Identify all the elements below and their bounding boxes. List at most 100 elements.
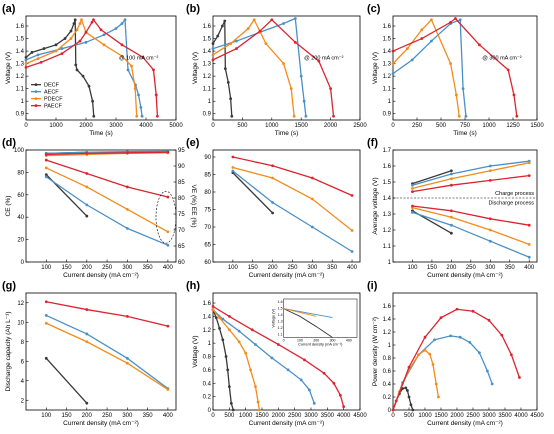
y-tick-label: 1.5 — [16, 37, 25, 43]
data-point — [231, 169, 235, 173]
series-line-aecf — [46, 314, 169, 390]
data-point — [211, 58, 215, 62]
y-axis-label: Power density (W cm⁻²) — [372, 317, 379, 386]
data-point — [527, 161, 531, 165]
panel-label: (i) — [367, 280, 378, 292]
y-tick-label: 0.2 — [383, 395, 392, 401]
data-point — [85, 185, 89, 189]
data-point — [54, 43, 58, 47]
x-tick-label: 300 — [485, 265, 496, 271]
series-line-aecf-discharge — [412, 211, 530, 258]
data-point — [211, 47, 215, 50]
data-point — [135, 114, 139, 118]
data-point — [36, 53, 40, 57]
data-point — [449, 172, 453, 176]
data-point — [231, 155, 235, 159]
y-tick-label: 0.9 — [16, 112, 25, 118]
y-tick-label: 1.5 — [203, 37, 212, 43]
data-point — [454, 93, 458, 97]
data-point — [24, 65, 28, 69]
x-tick-label: 300 — [307, 265, 318, 271]
x-axis-label: Current density (mA cm⁻²) — [249, 420, 325, 427]
series-line-decf — [232, 172, 274, 214]
series-line-paecf — [232, 156, 353, 197]
data-point — [211, 53, 215, 57]
y-tick-label: 60 — [204, 260, 211, 266]
y-tick-label: 60 — [17, 193, 24, 199]
y-tick-label: 0.6 — [203, 368, 212, 374]
data-point — [166, 230, 170, 234]
x-tick-label: 100 — [407, 265, 418, 271]
data-point — [488, 228, 492, 232]
plot-frame — [25, 149, 177, 263]
x-tick-label: 400 — [163, 413, 174, 419]
data-point — [224, 355, 228, 358]
data-point — [152, 68, 155, 72]
data-point — [350, 250, 354, 253]
data-point — [85, 401, 89, 405]
panel-label: (b) — [186, 3, 200, 15]
series-line-pdecf-ee — [45, 167, 169, 233]
data-point — [411, 190, 414, 194]
y-tick-label: 1.5 — [383, 180, 392, 186]
legend-label: PDECF — [44, 97, 63, 103]
data-point — [60, 52, 64, 55]
data-point — [282, 22, 285, 25]
series-line-decf — [212, 20, 233, 117]
series-line-aecf-charge — [412, 160, 530, 186]
data-point — [80, 18, 83, 22]
y-right-tick-label: 70 — [178, 228, 185, 234]
series-line-pdecf — [46, 322, 169, 391]
data-point — [231, 408, 235, 412]
data-point — [286, 368, 290, 372]
legend-marker — [34, 90, 38, 94]
x-tick-label: 1000 — [49, 123, 63, 129]
data-point — [30, 50, 34, 54]
data-point — [75, 28, 79, 32]
panel-label: (d) — [2, 137, 16, 149]
data-point — [120, 54, 124, 58]
x-tick-label: 2500 — [353, 123, 367, 129]
data-point — [85, 172, 89, 175]
x-tick-label: 750 — [460, 123, 471, 129]
data-point — [133, 87, 137, 91]
y-tick-label: 1 — [388, 99, 392, 105]
y-right-axis-label: VE (%) EE (%) — [190, 185, 197, 228]
data-point — [282, 62, 285, 66]
y-tick-label: 20 — [17, 238, 24, 244]
data-point — [235, 39, 238, 43]
rate-annotation: @ 200 mA cm⁻² — [304, 56, 344, 62]
x-tick-label: 3000 — [482, 413, 496, 419]
data-point — [293, 17, 297, 20]
legend-label: DECF — [44, 83, 60, 89]
data-point — [410, 58, 414, 62]
data-point — [423, 335, 427, 339]
data-point — [72, 22, 76, 25]
y-tick-label: 0.2 — [203, 395, 212, 401]
data-point — [75, 68, 79, 72]
y-right-tick-label: 65 — [178, 244, 185, 250]
data-point — [250, 328, 254, 332]
data-point — [221, 24, 224, 28]
data-point — [227, 328, 231, 332]
y-tick-label: 0.9 — [203, 112, 212, 118]
data-point — [249, 368, 252, 372]
y-tick-label: 0.4 — [203, 381, 212, 387]
data-point — [292, 114, 296, 118]
y-tick-label: 1 — [388, 343, 392, 349]
data-point — [302, 99, 306, 103]
y-tick-label: 1.4 — [203, 314, 212, 320]
y-right-tick-label: 80 — [178, 196, 185, 202]
y-tick-label: 1.4 — [383, 196, 392, 202]
y-tick-label: 6 — [21, 359, 25, 365]
x-tick-label: 3500 — [498, 413, 512, 419]
y-tick-label: 1.1 — [16, 87, 25, 93]
plot-frame — [392, 292, 538, 411]
data-point — [244, 351, 248, 355]
data-point — [85, 332, 89, 336]
data-point — [411, 211, 414, 214]
panel-e: 100 150 200 250 300 350 400 60 65 70 75 80 85 90 Curre… — [186, 137, 361, 279]
inset-y-tick-label: 1.4 — [278, 313, 283, 317]
data-point — [423, 348, 427, 352]
data-point — [166, 324, 170, 328]
